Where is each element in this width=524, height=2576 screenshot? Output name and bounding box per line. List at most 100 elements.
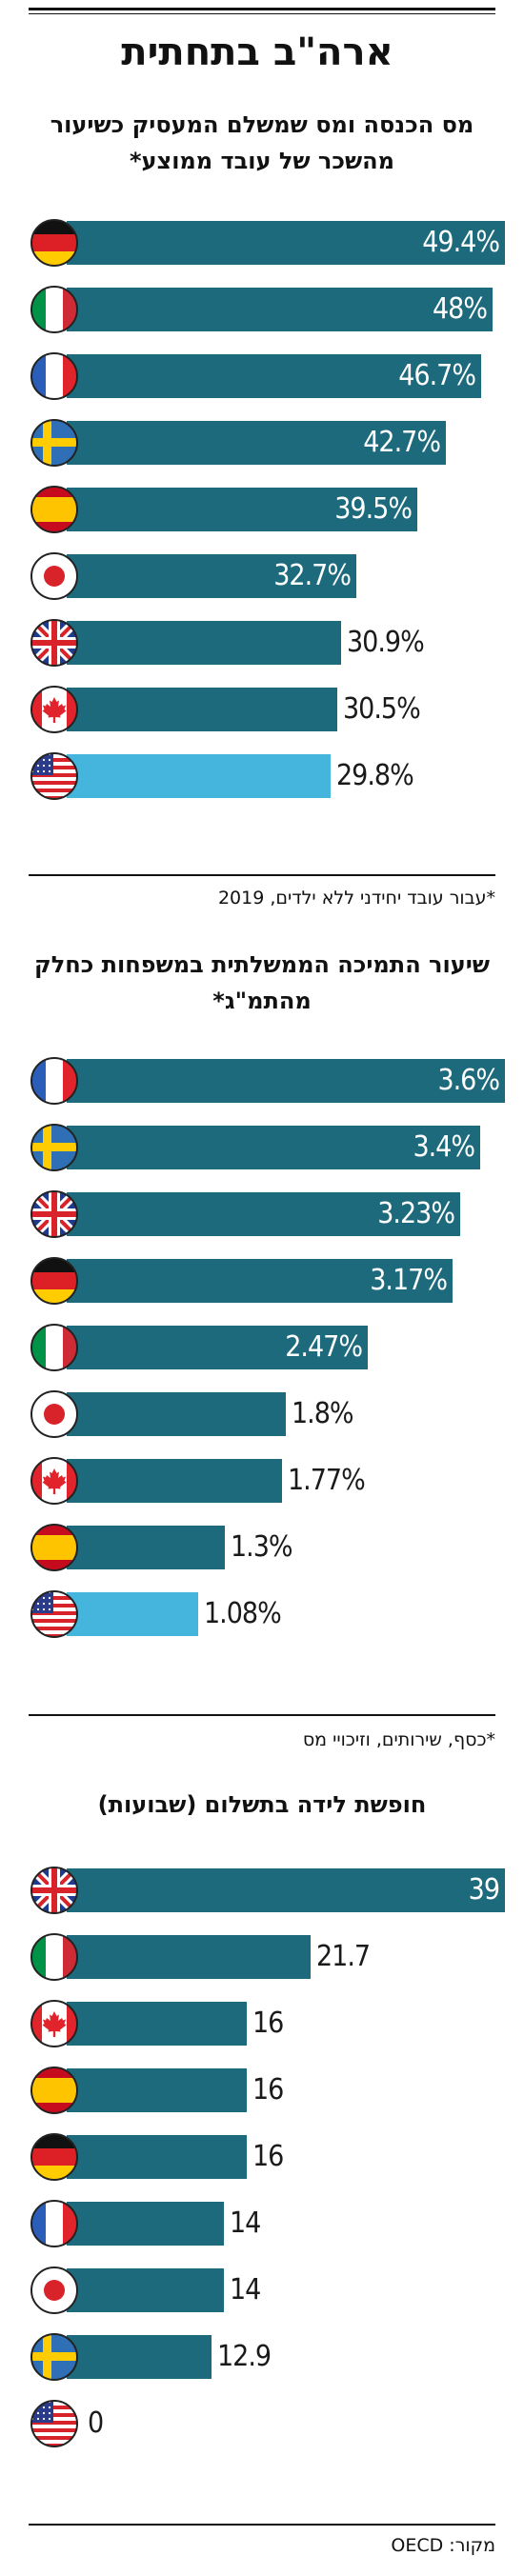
spain-flag-icon (30, 1524, 78, 1571)
germany-flag-icon (30, 219, 78, 267)
bar-canada (67, 2002, 247, 2046)
bar-row-sweden: 3.4% (29, 1120, 505, 1175)
chart-1-title: מס הכנסה ומס שמשלם המעסיק כשיעור מהשכר ש… (50, 111, 474, 174)
bar-canada (67, 1459, 282, 1503)
value-label-italy: 48% (433, 292, 488, 326)
usa-flag-icon (30, 2400, 78, 2447)
bar-japan (67, 2268, 224, 2312)
bar-row-canada: 16 (29, 1996, 505, 2051)
bar-row-sweden: 42.7% (29, 415, 505, 470)
chart-1: 49.4% 48% 46.7% 42.7% 39.5% 32.7% 30.9% 30.5% 29… (29, 215, 505, 825)
japan-flag-icon (30, 2266, 78, 2314)
bar-row-uk: 3.23% (29, 1187, 505, 1242)
germany-flag-icon (30, 2133, 78, 2181)
bar-row-canada: 1.77% (29, 1453, 505, 1508)
canada-flag-icon (30, 686, 78, 733)
value-label-france: 3.6% (437, 1064, 500, 1097)
italy-flag-icon (30, 1324, 78, 1371)
usa-flag-icon (30, 752, 78, 800)
bar-row-france: 46.7% (29, 349, 505, 404)
bar-row-japan: 1.8% (29, 1387, 505, 1442)
bar-sweden (67, 1126, 480, 1169)
bar-row-spain: 1.3% (29, 1520, 505, 1575)
value-label-germany: 49.4% (422, 226, 500, 259)
bar-france (67, 1059, 505, 1103)
spain-flag-icon (30, 486, 78, 533)
value-label-uk: 3.23% (377, 1197, 455, 1230)
bar-germany (67, 1259, 453, 1303)
value-label-italy: 21.7 (316, 1940, 371, 1973)
bar-row-uk: 30.9% (29, 615, 505, 670)
bar-row-japan: 14 (29, 2263, 505, 2318)
canada-flag-icon (30, 2000, 78, 2047)
chart-2: 3.6% 3.4% 3.23% 3.17% 2.47% 1.8% 1.77% 1.3% 1.08… (29, 1053, 505, 1663)
value-label-sweden: 42.7% (363, 426, 441, 459)
bar-row-germany: 3.17% (29, 1253, 505, 1308)
bar-germany (67, 221, 505, 265)
bar-row-germany: 16 (29, 2129, 505, 2185)
value-label-usa: 29.8% (336, 759, 414, 792)
bar-sweden (67, 421, 446, 465)
value-label-france: 46.7% (398, 359, 476, 392)
value-label-spain: 16 (252, 2073, 284, 2107)
value-label-sweden: 3.4% (413, 1130, 475, 1164)
top-rule (29, 8, 495, 10)
bar-row-spain: 16 (29, 2063, 505, 2118)
bar-usa (67, 1592, 198, 1636)
canada-flag-icon (30, 1457, 78, 1505)
uk-flag-icon (30, 619, 78, 667)
bar-row-italy: 2.47% (29, 1320, 505, 1375)
bar-italy (67, 288, 493, 331)
japan-flag-icon (30, 552, 78, 600)
value-label-uk: 39 (468, 1873, 500, 1907)
bar-row-germany: 49.4% (29, 215, 505, 270)
chart-3-title: חופשת לידה בתשלום (שבועות) (97, 1791, 427, 1818)
sweden-flag-icon (30, 419, 78, 467)
bar-row-italy: 21.7 (29, 1929, 505, 1985)
bar-uk (67, 621, 341, 665)
value-label-japan: 14 (230, 2273, 261, 2306)
bar-row-france: 3.6% (29, 1053, 505, 1108)
bar-uk (67, 1192, 460, 1236)
footer-divider (29, 2524, 495, 2526)
bar-spain (67, 488, 417, 531)
bar-germany (67, 2135, 247, 2179)
top-rule-thin (29, 13, 495, 14)
value-label-italy: 2.47% (285, 1330, 363, 1364)
bar-usa (67, 754, 331, 798)
chart-1-note: *עבור עובד יחידני ללא ילדים, 2019 (217, 888, 495, 909)
value-label-canada: 1.77% (288, 1464, 366, 1497)
sweden-flag-icon (30, 2333, 78, 2381)
bar-spain (67, 1526, 225, 1569)
uk-flag-icon (30, 1867, 78, 1914)
bar-row-japan: 32.7% (29, 549, 505, 604)
value-label-usa: 0 (88, 2406, 104, 2440)
italy-flag-icon (30, 1933, 78, 1981)
bar-france (67, 2202, 224, 2246)
value-label-germany: 3.17% (370, 1264, 448, 1297)
page-title: ארה"ב בתחתית (121, 30, 393, 74)
value-label-usa: 1.08% (204, 1597, 282, 1630)
bar-row-usa: 29.8% (29, 749, 505, 804)
value-label-spain: 39.5% (334, 492, 413, 526)
bar-sweden (67, 2335, 212, 2379)
bar-italy (67, 1326, 368, 1369)
chart-2-title: שיעור התמיכה הממשלתית במשפחות כחלק מהתמ"… (34, 951, 490, 1014)
value-label-uk: 30.9% (347, 626, 425, 659)
germany-flag-icon (30, 1257, 78, 1305)
value-label-germany: 16 (252, 2140, 284, 2173)
value-label-canada: 16 (252, 2007, 284, 2040)
chart-2-note: *כסף, שירותים, וזיכויי מס (302, 1729, 495, 1750)
spain-flag-icon (30, 2067, 78, 2114)
bar-row-canada: 30.5% (29, 682, 505, 737)
france-flag-icon (30, 352, 78, 400)
bar-row-spain: 39.5% (29, 482, 505, 537)
value-label-japan: 1.8% (292, 1397, 354, 1430)
value-label-canada: 30.5% (343, 692, 421, 726)
italy-flag-icon (30, 286, 78, 333)
bar-canada (67, 688, 337, 731)
value-label-japan: 32.7% (273, 559, 352, 592)
value-label-france: 14 (230, 2207, 261, 2240)
chart-1-divider (29, 874, 495, 876)
bar-italy (67, 1935, 311, 1979)
